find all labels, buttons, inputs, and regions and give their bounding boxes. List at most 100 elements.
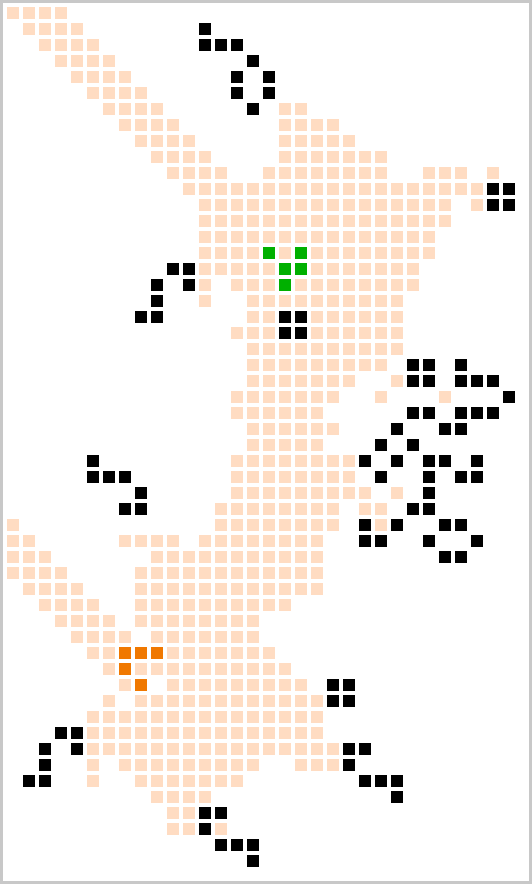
live-cell[interactable] [231, 71, 243, 83]
trail-cell[interactable] [263, 183, 275, 195]
trail-cell[interactable] [71, 583, 83, 595]
trail-cell[interactable] [247, 711, 259, 723]
trail-cell[interactable] [247, 359, 259, 371]
trail-cell[interactable] [247, 327, 259, 339]
trail-cell[interactable] [343, 183, 355, 195]
trail-cell[interactable] [215, 167, 227, 179]
trail-cell[interactable] [343, 471, 355, 483]
trail-cell[interactable] [279, 167, 291, 179]
trail-cell[interactable] [183, 695, 195, 707]
trail-cell[interactable] [263, 599, 275, 611]
trail-cell[interactable] [151, 567, 163, 579]
trail-cell[interactable] [311, 263, 323, 275]
trail-cell[interactable] [103, 103, 115, 115]
trail-cell[interactable] [23, 7, 35, 19]
trail-cell[interactable] [263, 727, 275, 739]
live-cell[interactable] [151, 279, 163, 291]
trail-cell[interactable] [375, 503, 387, 515]
trail-cell[interactable] [311, 359, 323, 371]
live-cell[interactable] [183, 279, 195, 291]
live-cell[interactable] [471, 535, 483, 547]
trail-cell[interactable] [311, 711, 323, 723]
trail-cell[interactable] [327, 311, 339, 323]
trail-cell[interactable] [151, 695, 163, 707]
trail-cell[interactable] [151, 775, 163, 787]
trail-cell[interactable] [135, 135, 147, 147]
trail-cell[interactable] [151, 535, 163, 547]
trail-cell[interactable] [103, 631, 115, 643]
trail-cell[interactable] [391, 327, 403, 339]
trail-cell[interactable] [231, 279, 243, 291]
trail-cell[interactable] [7, 551, 19, 563]
trail-cell[interactable] [231, 263, 243, 275]
trail-cell[interactable] [343, 151, 355, 163]
trail-cell[interactable] [151, 759, 163, 771]
trail-cell[interactable] [311, 183, 323, 195]
live-cell[interactable] [375, 535, 387, 547]
trail-cell[interactable] [327, 183, 339, 195]
trail-cell[interactable] [263, 263, 275, 275]
trail-cell[interactable] [151, 615, 163, 627]
trail-cell[interactable] [231, 455, 243, 467]
trail-cell[interactable] [247, 487, 259, 499]
trail-cell[interactable] [247, 647, 259, 659]
trail-cell[interactable] [279, 503, 291, 515]
trail-cell[interactable] [215, 823, 227, 835]
trail-cell[interactable] [455, 183, 467, 195]
trail-cell[interactable] [359, 279, 371, 291]
live-cell[interactable] [423, 503, 435, 515]
trail-cell[interactable] [311, 375, 323, 387]
trail-cell[interactable] [359, 263, 371, 275]
trail-cell[interactable] [279, 103, 291, 115]
trail-cell[interactable] [343, 135, 355, 147]
trail-cell[interactable] [103, 663, 115, 675]
trail-cell[interactable] [295, 343, 307, 355]
trail-cell[interactable] [279, 711, 291, 723]
trail-cell[interactable] [311, 487, 323, 499]
trail-cell[interactable] [263, 439, 275, 451]
trail-cell[interactable] [167, 119, 179, 131]
trail-cell[interactable] [391, 487, 403, 499]
trail-cell[interactable] [391, 231, 403, 243]
live-cell[interactable] [391, 791, 403, 803]
trail-cell[interactable] [55, 39, 67, 51]
trail-cell[interactable] [295, 695, 307, 707]
trail-cell[interactable] [311, 583, 323, 595]
trail-cell[interactable] [263, 679, 275, 691]
trail-cell[interactable] [87, 743, 99, 755]
trail-cell[interactable] [119, 103, 131, 115]
trail-cell[interactable] [295, 295, 307, 307]
trail-cell[interactable] [263, 359, 275, 371]
trail-cell[interactable] [167, 551, 179, 563]
trail-cell[interactable] [167, 599, 179, 611]
trail-cell[interactable] [87, 759, 99, 771]
trail-cell[interactable] [343, 375, 355, 387]
trail-cell[interactable] [39, 567, 51, 579]
live-cell[interactable] [359, 519, 371, 531]
live-cell[interactable] [423, 535, 435, 547]
trail-cell[interactable] [375, 215, 387, 227]
trail-cell[interactable] [327, 423, 339, 435]
trail-cell[interactable] [327, 295, 339, 307]
live-cell[interactable] [39, 759, 51, 771]
trail-cell[interactable] [55, 567, 67, 579]
trail-cell[interactable] [199, 679, 211, 691]
trail-cell[interactable] [359, 151, 371, 163]
trail-cell[interactable] [215, 199, 227, 211]
trail-cell[interactable] [215, 183, 227, 195]
trail-cell[interactable] [311, 439, 323, 451]
trail-cell[interactable] [199, 727, 211, 739]
trail-cell[interactable] [87, 55, 99, 67]
trail-cell[interactable] [263, 199, 275, 211]
trail-cell[interactable] [391, 375, 403, 387]
live-cell[interactable] [279, 311, 291, 323]
trail-cell[interactable] [327, 503, 339, 515]
trail-cell[interactable] [215, 711, 227, 723]
trail-cell[interactable] [247, 663, 259, 675]
trail-cell[interactable] [167, 679, 179, 691]
trail-cell[interactable] [103, 743, 115, 755]
trail-cell[interactable] [295, 503, 307, 515]
live-cell[interactable] [455, 359, 467, 371]
live-cell[interactable] [279, 327, 291, 339]
live-cell[interactable] [103, 471, 115, 483]
